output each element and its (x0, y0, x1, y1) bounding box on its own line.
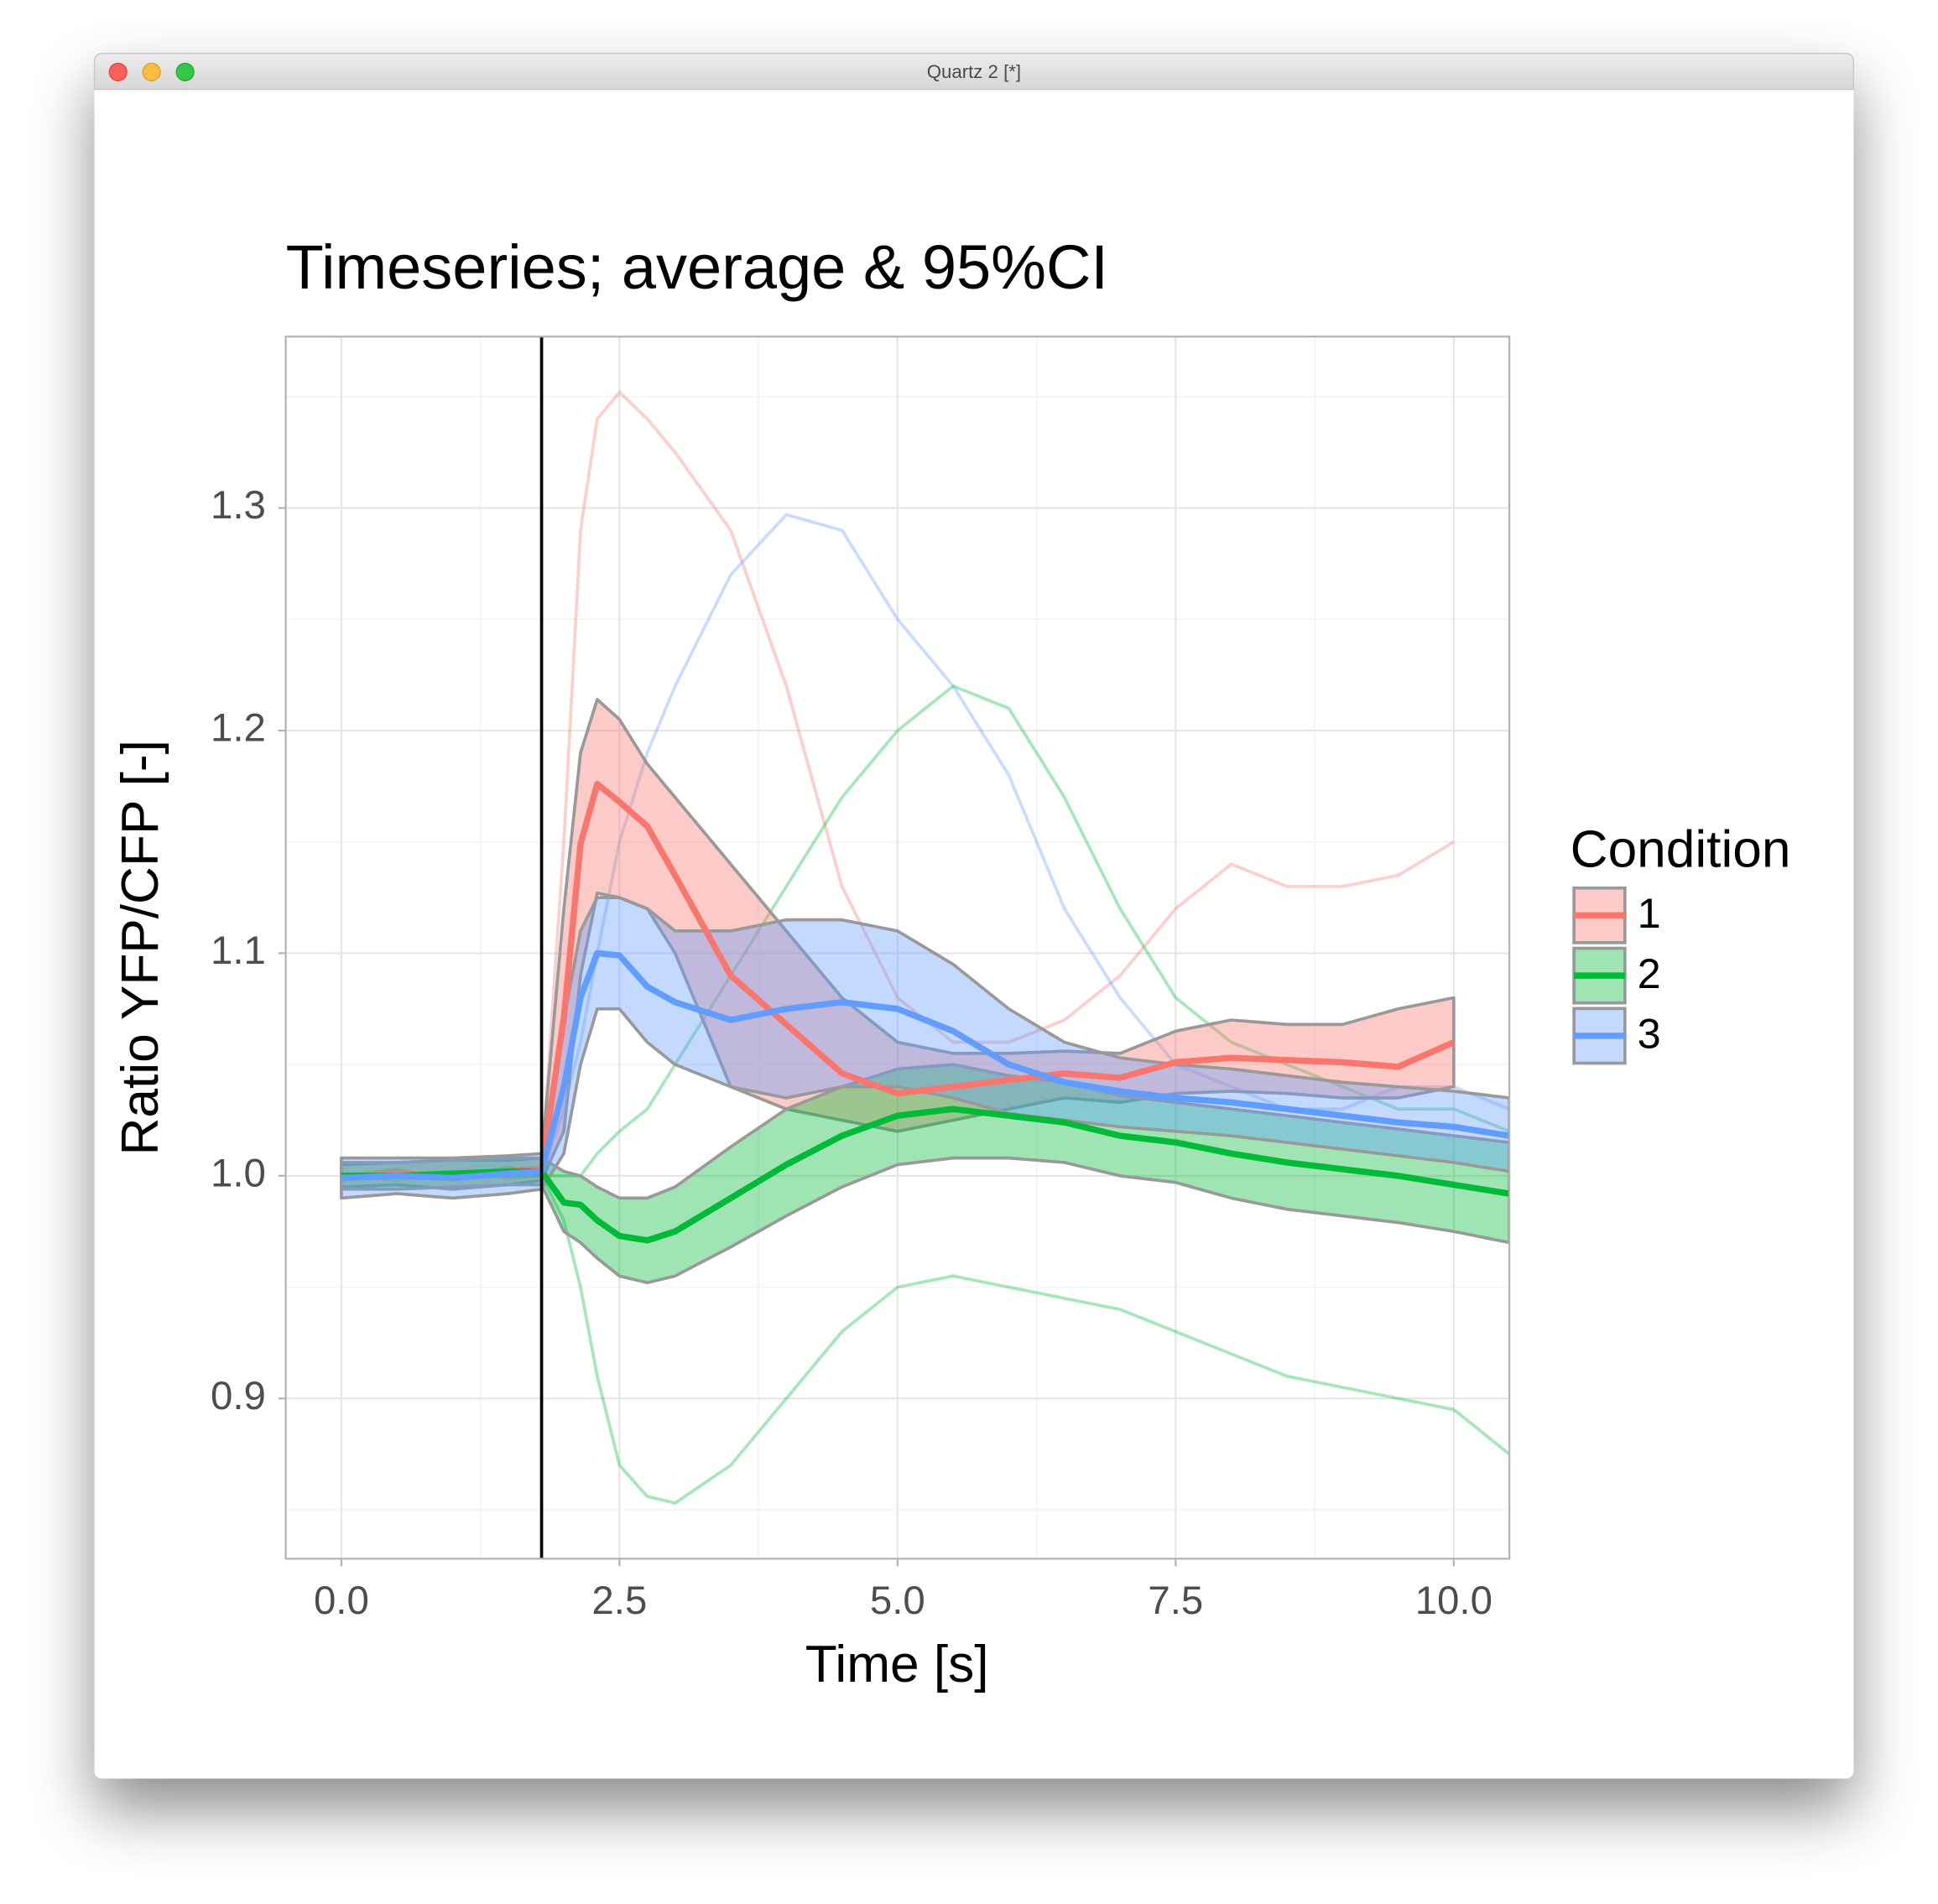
x-tick-label: 0.0 (314, 1579, 369, 1623)
x-tick-label: 10.0 (1415, 1579, 1493, 1623)
legend: 1 2 3 (1572, 886, 1661, 1065)
ci-band (340, 698, 1456, 1191)
window-title: Quartz 2 [*] (927, 61, 1021, 82)
x-axis-title: Time [s] (805, 1636, 989, 1693)
y-tick-label: 1.0 (211, 1151, 266, 1195)
y-tick-label: 0.9 (211, 1374, 266, 1418)
x-tick-label: 7.5 (1148, 1579, 1203, 1623)
plot-border (284, 336, 1511, 1560)
y-tick-label: 1.2 (211, 706, 266, 751)
legend-title: Condition (1571, 821, 1791, 879)
x-tick-label: 5.0 (870, 1579, 925, 1623)
y-axis-title: Ratio YFP/CFP [-] (112, 740, 169, 1155)
close-button[interactable] (108, 62, 128, 81)
y-tick-label: 1.1 (211, 929, 266, 973)
ci-band (340, 1063, 1510, 1285)
zoom-button[interactable] (175, 62, 195, 81)
legend-label: 2 (1638, 949, 1661, 997)
legend-label: 1 (1638, 889, 1661, 937)
data-layer (340, 336, 1510, 1559)
y-tick-label: 1.3 (211, 483, 266, 528)
mean-line (341, 949, 1510, 1182)
chart-title: Timeseries; average & 95%CI (286, 232, 1108, 302)
mean-line (341, 1105, 1510, 1244)
x-tick-label: 2.5 (591, 1579, 647, 1623)
legend-label: 3 (1638, 1010, 1661, 1058)
plot-area: 0.0 2.5 5.0 7.5 10.0 0.9 1.0 1.1 1.2 1.3 (211, 336, 1511, 1623)
minimize-button[interactable] (142, 62, 161, 81)
title-bar (93, 52, 1855, 91)
